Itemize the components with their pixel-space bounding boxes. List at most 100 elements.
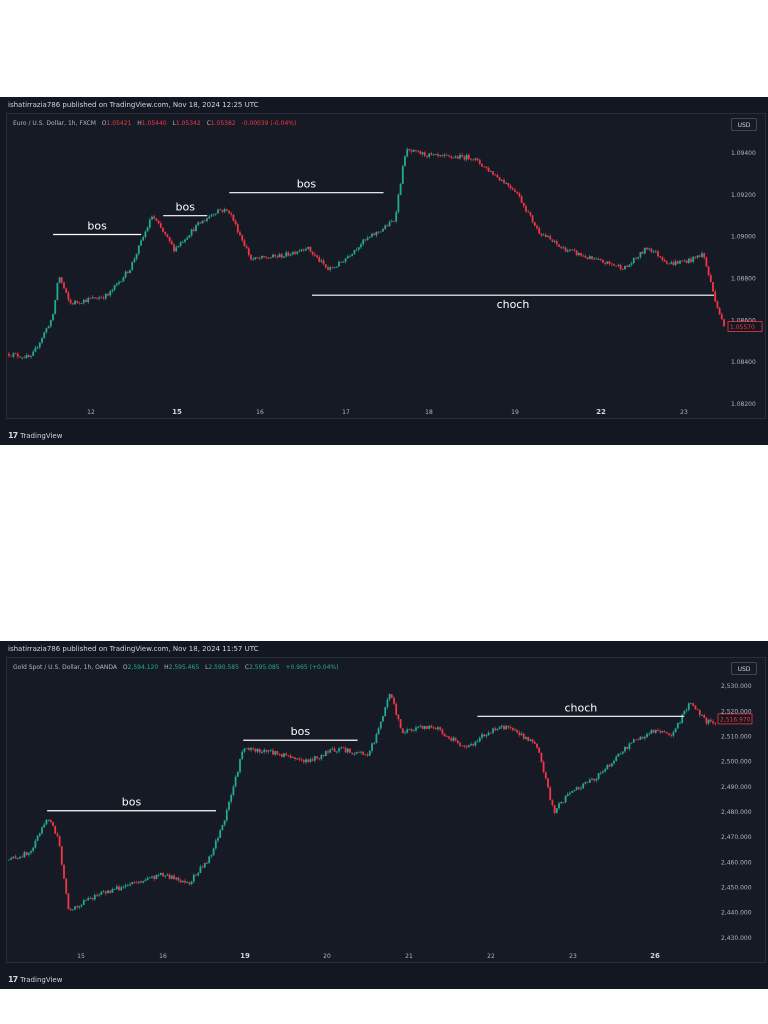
candle-body — [366, 237, 369, 240]
candle-body — [311, 251, 314, 255]
candle-body — [135, 882, 138, 884]
candle-body — [496, 728, 499, 730]
candle-body — [276, 751, 279, 754]
candle-body — [681, 260, 684, 262]
x-tick-label: 16 — [256, 409, 264, 416]
candle-body — [203, 862, 206, 868]
candle-body — [239, 759, 241, 773]
candle-body — [318, 257, 321, 262]
candle-body — [672, 732, 675, 736]
candle-body — [511, 727, 514, 730]
candle-body — [52, 314, 54, 321]
candle-body — [157, 874, 160, 876]
candle-body — [657, 251, 659, 257]
candle-body — [606, 764, 609, 770]
candle-body — [144, 231, 147, 237]
candle-body — [85, 900, 87, 901]
candle-body — [467, 154, 470, 159]
candle-body — [553, 241, 556, 242]
candle-body — [230, 794, 233, 802]
candle-body — [615, 265, 618, 267]
candle-body — [659, 256, 662, 258]
tradingview-footer: 𝟭𝟳 TradingView — [8, 431, 62, 440]
candle-body — [131, 882, 134, 885]
candle-body — [111, 289, 114, 292]
candle-body — [648, 248, 651, 250]
candle-body — [505, 725, 508, 730]
candle-body — [472, 159, 475, 161]
candle-body — [503, 725, 505, 730]
candle-body — [252, 259, 255, 260]
candle-body — [223, 820, 226, 825]
candle-body — [305, 759, 307, 763]
candle-body — [162, 227, 164, 232]
chart-area[interactable]: Euro / U.S. Dollar, 1h, FXCM O1.05421 H1… — [6, 113, 766, 419]
candle-body — [124, 271, 127, 278]
candle-body — [41, 338, 43, 343]
candle-body — [327, 267, 329, 270]
ohlc-low: L1.05342 — [172, 120, 201, 127]
candle-body — [56, 833, 59, 836]
candle-body — [195, 224, 197, 232]
candle-body — [232, 214, 235, 221]
candle-body — [135, 253, 138, 259]
candle-body — [98, 297, 101, 299]
candle-body — [349, 748, 351, 753]
candle-body — [591, 778, 593, 780]
candle-body — [707, 266, 710, 276]
candle-body — [542, 234, 545, 236]
candle-body — [223, 209, 226, 212]
candle-body — [261, 255, 263, 259]
candle-body — [283, 753, 285, 757]
candle-body — [335, 266, 338, 268]
candle-body — [401, 166, 404, 184]
candle-body — [514, 189, 516, 192]
candle-body — [234, 220, 237, 224]
candle-body — [481, 734, 483, 738]
currency-button[interactable]: USD — [731, 118, 757, 131]
candle-body — [364, 754, 367, 756]
candle-body — [705, 717, 708, 724]
candle-body — [250, 748, 252, 751]
candle-body — [571, 249, 574, 251]
candle-body — [496, 175, 499, 178]
y-tick-label: 2,480.000 — [721, 809, 752, 816]
candle-body — [67, 292, 70, 300]
candle-body — [421, 726, 424, 729]
candle-body — [219, 209, 222, 211]
tradingview-logo-icon: 𝟭𝟳 — [8, 975, 18, 984]
candle-body — [582, 255, 585, 257]
candle-body — [657, 729, 659, 731]
x-axis: 15 16 19 20 21 22 23 26 — [77, 952, 660, 960]
candle-body — [690, 703, 692, 705]
tradingview-logo-icon: 𝟭𝟳 — [8, 431, 18, 440]
candle-body — [192, 874, 195, 882]
candle-body — [19, 356, 21, 358]
candle-body — [342, 261, 345, 263]
candle-body — [533, 742, 536, 744]
chart-area[interactable]: Gold Spot / U.S. Dollar, 1h, OANDA O2,59… — [6, 657, 766, 963]
candle-body — [478, 159, 481, 164]
candle-body — [278, 254, 281, 258]
candle-body — [555, 808, 558, 813]
candle-body — [69, 908, 72, 911]
candle-body — [687, 703, 690, 710]
candle-body — [368, 750, 371, 756]
candle-body — [14, 856, 17, 859]
candle-body — [159, 223, 162, 228]
candle-body — [309, 246, 312, 252]
candle-body — [683, 260, 686, 262]
candle-body — [679, 260, 681, 264]
candle-body — [718, 307, 721, 315]
candle-body — [47, 326, 50, 329]
candle-body — [228, 210, 230, 214]
candle-body — [379, 231, 382, 233]
candle-body — [401, 728, 404, 734]
candle-body — [470, 158, 472, 160]
candle-body — [322, 755, 325, 757]
candle-body — [78, 302, 81, 304]
currency-button[interactable]: USD — [731, 662, 757, 675]
candle-body — [104, 891, 107, 894]
candle-body — [192, 229, 195, 232]
candle-body — [483, 734, 486, 737]
